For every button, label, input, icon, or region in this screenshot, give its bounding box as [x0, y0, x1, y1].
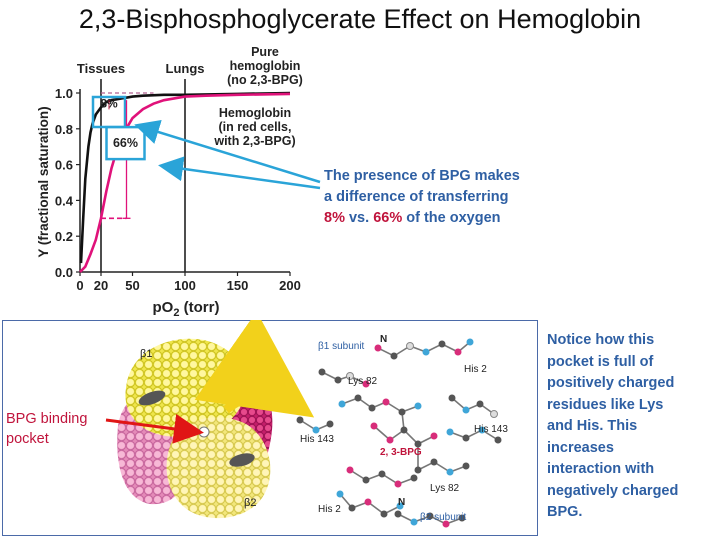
- y-tick-label: 0.6: [55, 158, 73, 173]
- side-note: Notice how this pocket is full of positi…: [547, 330, 719, 524]
- side-note-line: residues like Lys: [547, 396, 664, 413]
- bpg-label-line-2: pocket: [6, 431, 49, 447]
- y-tick-label: 0.2: [55, 229, 73, 244]
- side-note-line: BPG.: [547, 504, 583, 520]
- bpg-label-line-1: BPG binding: [6, 411, 88, 427]
- y-tick-label: 0.0: [55, 265, 73, 280]
- label-his143-right: His 143: [474, 424, 508, 435]
- series-line: [79, 91, 291, 264]
- side-note-line: pocket is full of: [547, 353, 654, 370]
- callout-arrows: [134, 119, 321, 190]
- note-line-1: The presence of BPG makes: [324, 168, 520, 184]
- oxygen-binding-chart: 0.0 0.2 0.4 0.6 0.8 1.0 0 20 50 100 150 200 8% 66% T…: [36, 45, 303, 319]
- label-n-bottom: N: [398, 497, 405, 508]
- callout-arrow-66pct: [158, 156, 321, 190]
- label-n-top: N: [380, 334, 387, 345]
- atoms: [296, 338, 502, 528]
- series-label-pure: Pure: [251, 45, 279, 59]
- x-tick-label: 150: [227, 278, 249, 293]
- side-note-line: and His. This: [547, 418, 638, 434]
- side-note-line: positively charged: [547, 375, 675, 391]
- side-note-line: interaction with: [547, 461, 655, 477]
- side-note-line: negatively charged: [547, 482, 679, 499]
- zoom-arrow: [194, 320, 315, 418]
- space-filling-model: [117, 338, 273, 519]
- series-label-pure: (no 2,3-BPG): [227, 73, 303, 87]
- x-tick-label: 100: [174, 278, 196, 293]
- note-pct-66: 66%: [373, 210, 403, 226]
- label-b2-subunit: β2 subunit: [420, 512, 467, 523]
- hemoglobin-structure-illustration: β1 β2 β1 subunit β2 subunit N N His 2 Hi…: [105, 320, 508, 528]
- note-line-2: a difference of transferring: [324, 189, 509, 205]
- y-tick-label: 1.0: [55, 86, 73, 101]
- label-b1-subunit: β1 subunit: [318, 341, 365, 352]
- annotation-8pct: 8%: [100, 97, 118, 111]
- series-label-pure: hemoglobin: [230, 59, 301, 73]
- x-tick-label: 0: [76, 278, 83, 293]
- note-line-3: 8% vs. 66% of the oxygen: [324, 208, 584, 229]
- marker-label: Lungs: [166, 61, 205, 76]
- y-tick-label: 0.8: [55, 122, 73, 137]
- label-his143-left: His 143: [300, 434, 334, 445]
- label-bpg: 2, 3-BPG: [380, 447, 422, 458]
- chart-ticks: 0.0 0.2 0.4 0.6 0.8 1.0 0 20 50 100 150 200: [55, 86, 301, 293]
- x-tick-label: 20: [94, 278, 108, 293]
- x-axis-label: pO2 (torr): [153, 299, 220, 319]
- series-label-bpg: Hemoglobin: [219, 106, 291, 120]
- series-label-bpg: (in red cells,: [219, 120, 292, 134]
- x-tick-label: 50: [125, 278, 139, 293]
- y-axis-label: Y (fractional saturation): [36, 106, 51, 257]
- label-lys82-top: Lys 82: [348, 376, 378, 387]
- note-pct-8: 8%: [324, 210, 345, 226]
- chart-grid: [79, 79, 290, 273]
- bpg-pocket-arrow: [105, 414, 204, 444]
- callout-arrow-8pct: [134, 119, 321, 184]
- x-tick-label: 200: [279, 278, 301, 293]
- marker-label: Tissues: [77, 61, 125, 76]
- bpg-binding-pocket-label: BPG binding pocket: [6, 409, 106, 449]
- label-b1: β1: [140, 348, 152, 360]
- side-note-line: increases: [547, 439, 614, 456]
- label-lys82-bottom: Lys 82: [430, 483, 460, 494]
- y-tick-label: 0.4: [55, 193, 74, 208]
- note-vs: vs.: [344, 210, 374, 226]
- label-his2-bottom: His 2: [318, 504, 341, 515]
- bpg-effect-note: The presence of BPG makes a difference o…: [324, 166, 584, 229]
- series-label-bpg: with 2,3-BPG): [213, 134, 295, 148]
- page-title: 2,3-Bisphosphoglycerate Effect on Hemogl…: [78, 4, 642, 34]
- label-b2: β2: [244, 497, 256, 509]
- annotation-66pct: 66%: [113, 136, 138, 150]
- side-note-line: Notice how this: [547, 332, 655, 348]
- note-tail: of the oxygen: [402, 210, 501, 226]
- label-his2-top: His 2: [464, 364, 487, 375]
